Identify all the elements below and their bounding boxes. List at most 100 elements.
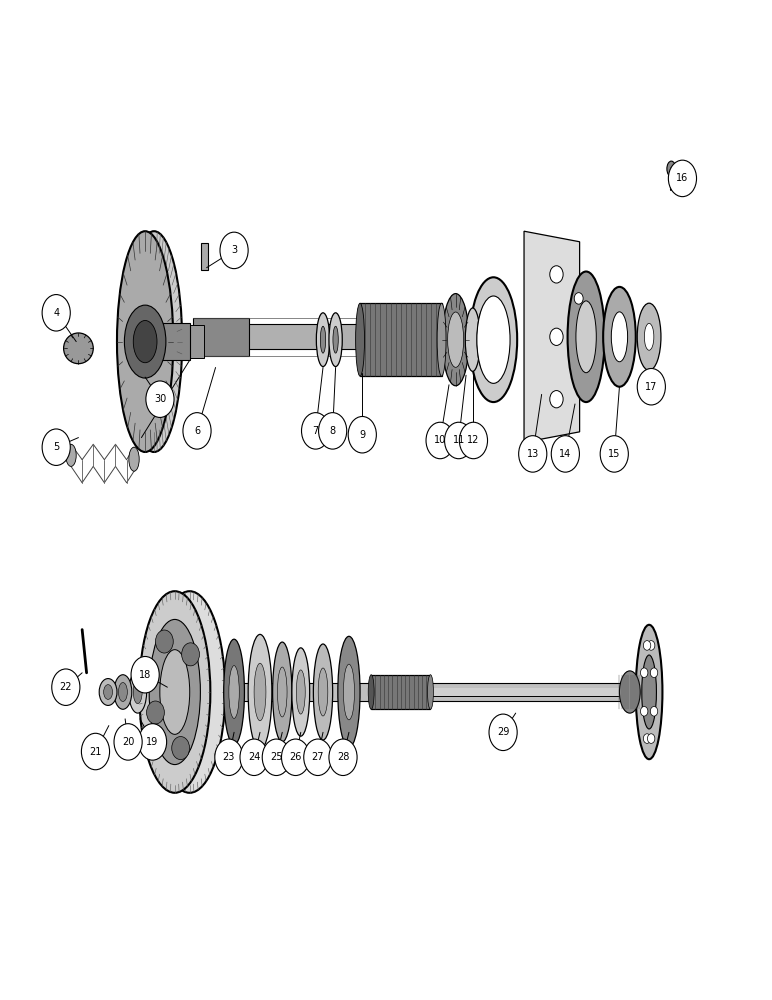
Ellipse shape [637,303,661,370]
Circle shape [348,416,377,453]
Ellipse shape [224,639,245,745]
Polygon shape [524,231,580,442]
Text: 21: 21 [90,747,102,757]
Text: 9: 9 [359,430,365,440]
Bar [178,683,638,701]
Circle shape [643,734,651,743]
Text: 7: 7 [313,426,319,436]
Ellipse shape [469,277,517,402]
Ellipse shape [603,287,636,387]
Circle shape [648,734,655,743]
Ellipse shape [645,323,654,350]
Circle shape [445,422,472,459]
Ellipse shape [124,305,166,378]
Ellipse shape [428,675,433,709]
Ellipse shape [296,670,305,714]
Ellipse shape [317,313,330,367]
Circle shape [147,701,164,724]
Ellipse shape [229,666,239,718]
Circle shape [550,266,563,283]
Bar [145,323,190,360]
Ellipse shape [333,326,338,353]
Text: 8: 8 [330,426,336,436]
Ellipse shape [134,320,157,363]
Bar [190,325,205,358]
Ellipse shape [320,326,326,353]
Text: 24: 24 [248,752,260,762]
Circle shape [42,295,70,331]
Circle shape [282,739,310,776]
Circle shape [131,656,159,693]
Text: 13: 13 [527,449,539,459]
Ellipse shape [466,308,480,371]
Circle shape [641,706,648,716]
Text: 25: 25 [270,752,283,762]
Circle shape [171,737,190,760]
Ellipse shape [103,685,113,699]
Bar [223,324,479,349]
Ellipse shape [273,642,292,742]
Circle shape [81,733,110,770]
Text: 19: 19 [147,737,159,747]
Circle shape [574,293,583,304]
Circle shape [519,436,547,472]
Text: 12: 12 [467,435,479,445]
Bar [360,303,442,376]
Circle shape [114,724,142,760]
Circle shape [240,739,268,776]
Text: 17: 17 [645,382,658,392]
Ellipse shape [448,312,464,367]
Bar [371,675,431,709]
Ellipse shape [338,636,360,748]
Ellipse shape [667,161,676,176]
Text: 10: 10 [434,435,446,445]
Ellipse shape [368,675,374,709]
Ellipse shape [160,650,190,734]
Circle shape [650,668,658,678]
Ellipse shape [611,312,628,362]
Ellipse shape [292,648,310,736]
Bar [193,318,249,356]
Circle shape [215,739,243,776]
Ellipse shape [277,667,287,717]
Ellipse shape [126,231,182,452]
Circle shape [262,739,290,776]
Ellipse shape [129,671,147,713]
Circle shape [220,232,248,269]
Circle shape [643,641,651,650]
Text: 6: 6 [194,426,200,436]
Text: 30: 30 [154,394,166,404]
Ellipse shape [442,294,469,386]
Circle shape [329,739,357,776]
Circle shape [459,422,488,459]
Circle shape [489,714,517,751]
Circle shape [42,429,70,465]
Ellipse shape [619,671,640,713]
Ellipse shape [134,680,142,704]
Circle shape [650,706,658,716]
Circle shape [138,724,167,760]
Text: 27: 27 [312,752,324,762]
Ellipse shape [477,308,492,371]
Ellipse shape [567,272,604,402]
Circle shape [146,381,174,417]
Ellipse shape [114,675,132,709]
Circle shape [155,630,173,653]
Circle shape [319,413,347,449]
Circle shape [52,669,80,705]
Text: 22: 22 [59,682,72,692]
Ellipse shape [117,231,173,452]
Text: 28: 28 [337,752,349,762]
Circle shape [669,160,696,197]
Circle shape [303,739,332,776]
Bar [431,688,635,696]
Text: 16: 16 [676,173,689,183]
Ellipse shape [344,664,354,720]
Text: 18: 18 [139,670,151,680]
Circle shape [183,413,211,449]
Ellipse shape [477,296,510,383]
Text: 23: 23 [222,752,235,762]
Text: 3: 3 [231,245,237,255]
Ellipse shape [139,591,210,793]
Circle shape [600,436,628,472]
